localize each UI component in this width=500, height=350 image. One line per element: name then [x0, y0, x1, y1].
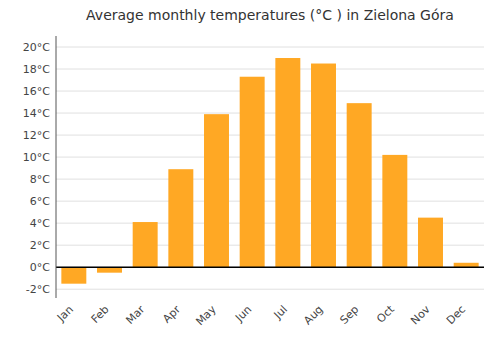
bar: [204, 114, 229, 267]
y-axis-line: [56, 36, 57, 298]
y-tick-label: 14°C: [23, 107, 50, 120]
y-tick-label: 2°C: [30, 239, 50, 252]
bar: [275, 58, 300, 267]
bar: [97, 267, 122, 273]
x-tick-label: Mar: [123, 303, 147, 327]
y-tick-label: 10°C: [23, 151, 50, 164]
bar: [61, 267, 86, 284]
bar: [240, 77, 265, 267]
bar: [311, 64, 336, 268]
x-tick-label: Nov: [408, 303, 433, 328]
bar: [168, 169, 193, 267]
bars: [61, 58, 478, 284]
y-tick-label: 12°C: [23, 129, 50, 142]
grid-line: [56, 179, 484, 180]
y-tick-label: 0°C: [30, 261, 50, 274]
y-tick-label: 8°C: [30, 173, 50, 186]
grid-line: [56, 267, 484, 268]
grid-line: [56, 157, 484, 158]
grid-line: [56, 91, 484, 92]
x-tick-label: Apr: [160, 303, 183, 326]
y-tick-label: -2°C: [26, 283, 50, 296]
chart-container: Average monthly temperatures (°C ) in Zi…: [0, 0, 500, 350]
grid-line: [56, 201, 484, 202]
x-tick-label: Oct: [374, 302, 397, 325]
x-tick-label: Sep: [337, 303, 361, 327]
x-tick-label: May: [193, 303, 219, 329]
x-tick-label: Dec: [444, 303, 468, 327]
y-tick-label: 18°C: [23, 63, 50, 76]
grid-line: [56, 289, 484, 290]
x-tick-label: Feb: [89, 303, 112, 326]
x-tick-label: Jul: [271, 303, 290, 322]
bar: [133, 222, 158, 267]
grid-line: [56, 69, 484, 70]
grid-line: [56, 47, 484, 48]
zero-line: [56, 266, 484, 268]
bar: [382, 155, 407, 267]
y-tick-label: 4°C: [30, 217, 50, 230]
grid-line: [56, 135, 484, 136]
grid-line: [56, 113, 484, 114]
x-tick-label: Jun: [232, 303, 254, 325]
y-tick-label: 20°C: [23, 41, 50, 54]
x-tick-label: Aug: [301, 303, 325, 327]
chart-svg: Average monthly temperatures (°C ) in Zi…: [0, 0, 500, 350]
x-tick-label: Jan: [54, 303, 76, 325]
chart-title: Average monthly temperatures (°C ) in Zi…: [86, 7, 454, 23]
bar: [347, 103, 372, 267]
bar: [418, 218, 443, 268]
y-tick-label: 6°C: [30, 195, 50, 208]
grid: [56, 47, 484, 289]
y-tick-label: 16°C: [23, 85, 50, 98]
